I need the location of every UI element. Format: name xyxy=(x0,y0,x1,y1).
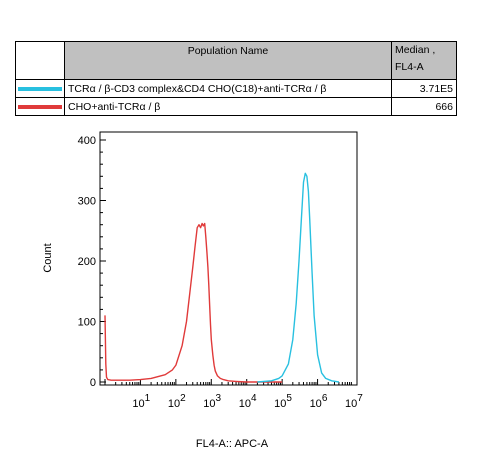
x-tick-base: 10 xyxy=(274,398,286,410)
legend-swatch-red xyxy=(18,104,62,109)
x-tick-label: 104 xyxy=(239,393,257,410)
x-tick-label: 106 xyxy=(310,393,328,410)
x-tick-exponent: 3 xyxy=(216,393,222,404)
x-tick-exponent: 5 xyxy=(286,393,292,404)
series-line-0 xyxy=(104,222,283,383)
x-tick-base: 10 xyxy=(310,398,322,410)
y-axis-label: Count xyxy=(42,243,54,272)
x-tick-exponent: 4 xyxy=(251,393,257,404)
series-line-1 xyxy=(257,172,340,383)
plot-frame xyxy=(99,131,358,386)
legend-header-median-line2: FL4-A xyxy=(395,61,424,73)
x-tick-exponent: 6 xyxy=(322,393,328,404)
legend-population-name: CHO+anti-TCRα / β xyxy=(64,97,392,116)
legend-table: Population Name Median , FL4-A TCRα / β-… xyxy=(15,41,457,116)
y-tick-label: 400 xyxy=(78,135,96,147)
x-tick-base: 10 xyxy=(203,398,215,410)
y-tick-label: 0 xyxy=(90,377,96,389)
x-tick-base: 10 xyxy=(239,398,251,410)
legend-row: TCRα / β-CD3 complex&CD4 CHO(C18)+anti-T… xyxy=(15,79,457,98)
legend-header-median-line1: Median , xyxy=(395,44,436,56)
x-tick-base: 10 xyxy=(168,398,180,410)
x-tick-label: 103 xyxy=(203,393,221,410)
x-tick-base: 10 xyxy=(345,398,357,410)
x-tick-exponent: 2 xyxy=(180,393,186,404)
legend-header-median: Median , FL4-A xyxy=(391,41,457,80)
y-tick-label: 300 xyxy=(78,196,96,208)
x-tick-exponent: 1 xyxy=(145,393,151,404)
legend-population-median: 3.71E5 xyxy=(391,79,457,98)
legend-row: CHO+anti-TCRα / β 666 xyxy=(15,97,457,116)
x-tick-label: 105 xyxy=(274,393,292,410)
y-tick-label: 200 xyxy=(78,256,96,268)
legend-population-median: 666 xyxy=(391,97,457,116)
x-tick-base: 10 xyxy=(132,398,144,410)
y-axis: 0 100 200 300 400 xyxy=(78,135,106,389)
legend-population-name: TCRα / β-CD3 complex&CD4 CHO(C18)+anti-T… xyxy=(64,79,392,98)
x-tick-exponent: 7 xyxy=(357,393,363,404)
x-tick-label: 107 xyxy=(345,393,363,410)
x-axis: 101 102 103 104 105 106 107 xyxy=(104,379,363,410)
x-tick-label: 102 xyxy=(168,393,186,410)
legend-header-blank xyxy=(15,41,65,80)
x-tick-label: 101 xyxy=(132,393,150,410)
legend-swatch-cyan xyxy=(18,86,62,91)
y-tick-label: 100 xyxy=(78,317,96,329)
series-layer xyxy=(104,172,340,383)
x-axis-label: FL4-A:: APC-A xyxy=(196,438,269,450)
